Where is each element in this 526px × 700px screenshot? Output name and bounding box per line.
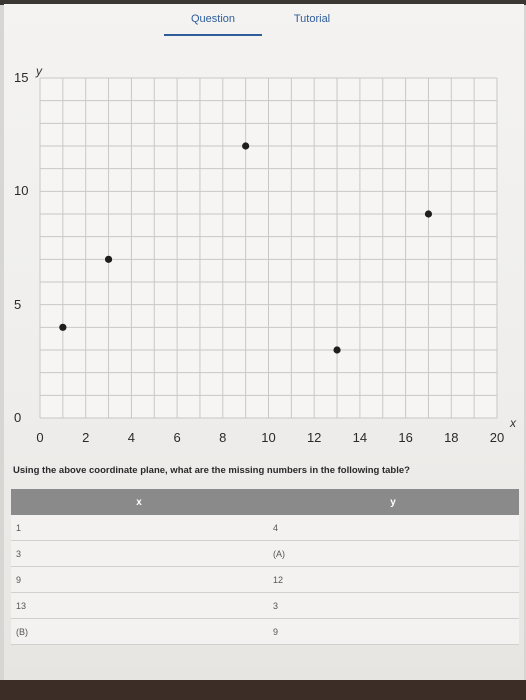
table-cell-y: 3 (267, 592, 519, 619)
table-cell-x: 9 (11, 566, 267, 593)
data-point (104, 255, 113, 263)
y-tick-label: 5 (14, 296, 22, 312)
table-row: (B) 9 (11, 618, 519, 645)
coordinate-plane (39, 77, 498, 419)
x-tick-label: 6 (173, 430, 181, 445)
x-axis-label: x (510, 416, 516, 430)
data-point (333, 346, 341, 354)
data-point (424, 210, 433, 218)
tab-tutorial[interactable]: Tutorial (293, 13, 331, 25)
bottom-bar (0, 680, 526, 700)
top-bar (0, 0, 526, 5)
x-tick-label: 18 (444, 430, 459, 445)
question-text: Using the above coordinate plane, what a… (13, 465, 410, 476)
table-row: 1 4 (11, 515, 519, 541)
data-point (242, 142, 250, 150)
y-tick-label: 10 (14, 183, 29, 199)
table-cell-y: 9 (267, 618, 519, 645)
table-row: 9 12 (11, 566, 519, 593)
xy-table: x y 1 4 3 (A) 9 12 13 3 (B) 9 (11, 489, 519, 645)
x-tick-label: 8 (219, 430, 227, 445)
y-axis-label: y (36, 64, 42, 78)
table-cell-x-missing-b[interactable]: (B) (11, 618, 267, 645)
table-cell-y-missing-a[interactable]: (A) (267, 540, 519, 567)
x-tick-label: 12 (306, 430, 322, 445)
table-cell-y: 12 (267, 566, 519, 593)
data-point (59, 323, 67, 331)
table-cell-x: 1 (11, 515, 267, 541)
x-tick-label: 2 (82, 430, 90, 445)
x-tick-label: 16 (398, 430, 413, 445)
x-tick-label: 14 (352, 430, 368, 445)
table-cell-x: 13 (11, 592, 267, 619)
y-tick-label: 0 (14, 410, 22, 425)
y-tick-label: 15 (14, 70, 29, 85)
table-cell-x: 3 (11, 540, 267, 567)
table-header-y: y (267, 489, 519, 515)
table-row: 13 3 (11, 592, 519, 619)
x-tick-label: 4 (127, 430, 135, 445)
table-row: 3 (A) (11, 540, 519, 567)
table-header-x: x (11, 489, 267, 515)
x-tick-label: 20 (489, 430, 505, 445)
x-tick-label: 0 (36, 430, 44, 445)
table-cell-y: 4 (267, 515, 519, 541)
tab-question[interactable]: Question (164, 12, 262, 36)
x-tick-label: 10 (261, 430, 276, 445)
